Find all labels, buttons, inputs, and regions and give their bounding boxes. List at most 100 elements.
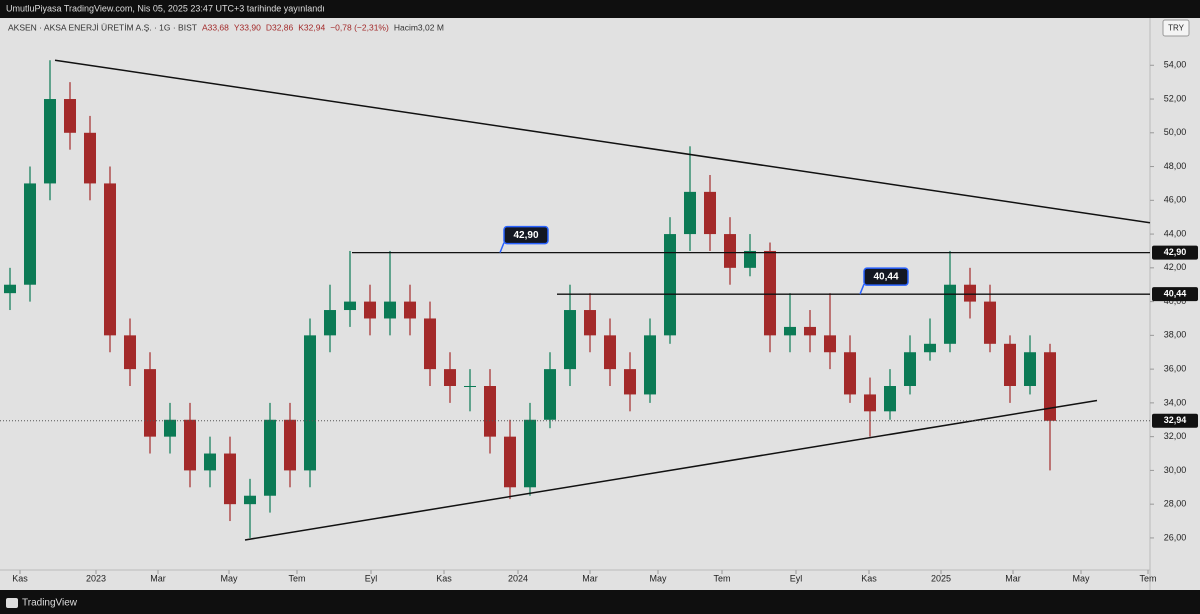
- y-tick-label: 32,00: [1164, 431, 1187, 441]
- candle-body: [444, 369, 456, 386]
- candle-body: [784, 326, 796, 336]
- candle-body: [184, 419, 196, 471]
- candle-body: [84, 132, 96, 184]
- candle-body: [864, 394, 876, 412]
- candle-body: [244, 495, 256, 505]
- candle-body: [524, 419, 536, 488]
- y-tick-label: 44,00: [1164, 228, 1187, 238]
- candle-body: [284, 419, 296, 471]
- x-tick-label: Mar: [582, 573, 598, 583]
- top-bar: [0, 0, 1200, 18]
- x-tick-label: Kas: [12, 573, 28, 583]
- x-tick-label: Mar: [150, 573, 166, 583]
- candle-body: [504, 436, 516, 488]
- candle-body: [544, 369, 556, 420]
- legend-text: Y33,90: [234, 22, 261, 32]
- candle-body: [964, 284, 976, 302]
- candle-body: [824, 335, 836, 353]
- callout-label: 42,90: [513, 230, 538, 241]
- y-tick-label: 48,00: [1164, 161, 1187, 171]
- x-tick-label: 2023: [86, 573, 106, 583]
- candle-body: [944, 284, 956, 344]
- candle-body: [624, 369, 636, 395]
- x-tick-label: 2024: [508, 573, 528, 583]
- x-tick-label: May: [1072, 573, 1090, 583]
- y-tick-label: 28,00: [1164, 499, 1187, 509]
- last-price-label: 32,94: [1164, 415, 1187, 425]
- candle-body: [104, 183, 116, 336]
- trend-line: [54, 59, 1151, 224]
- candle-body: [224, 453, 236, 505]
- y-tick-label: 26,00: [1164, 532, 1187, 542]
- currency-box[interactable]: [1162, 19, 1190, 37]
- y-tick-label: 42,00: [1164, 262, 1187, 272]
- callout-box: [863, 267, 909, 286]
- level-price-box: [1152, 245, 1198, 260]
- y-tick-label: 52,00: [1164, 93, 1187, 103]
- x-tick-label: 2025: [931, 573, 951, 583]
- callout-pointer: [859, 283, 865, 295]
- y-tick-label: 46,00: [1164, 195, 1187, 205]
- candle-body: [604, 335, 616, 370]
- candle-body: [324, 310, 336, 336]
- candle-body: [4, 284, 16, 294]
- x-tick-label: Tem: [288, 573, 305, 583]
- x-tick-label: Mar: [1005, 573, 1021, 583]
- candle-body: [984, 301, 996, 344]
- candle-body: [484, 386, 496, 437]
- brand-logo: [6, 598, 18, 608]
- candle-body: [904, 352, 916, 386]
- level-price-label: 42,90: [1164, 247, 1187, 257]
- candle-body: [564, 310, 576, 370]
- candle-body: [264, 419, 276, 496]
- candle-body: [44, 99, 56, 184]
- callout-box: [503, 225, 549, 245]
- candle-body: [884, 386, 896, 412]
- last-price-box: [1152, 413, 1198, 428]
- candle-body: [404, 301, 416, 319]
- candle-body: [424, 318, 436, 370]
- y-tick-label: 34,00: [1164, 397, 1187, 407]
- candle-body: [744, 250, 756, 268]
- x-tick-label: Kas: [436, 573, 452, 583]
- legend-text: D32,86: [266, 22, 294, 32]
- candle-body: [924, 343, 936, 353]
- legend-text: K32,94: [298, 22, 325, 32]
- candle-body: [844, 352, 856, 395]
- candle-body: [1044, 352, 1056, 421]
- legend-text: A33,68: [202, 22, 229, 32]
- candle-body: [124, 335, 136, 370]
- candle-body: [464, 386, 476, 387]
- x-tick-label: May: [649, 573, 667, 583]
- legend-text: −0,78 (−2,31%): [330, 22, 389, 32]
- x-tick-label: Kas: [861, 573, 877, 583]
- brand: TradingView: [22, 598, 78, 609]
- top-bar-text: UmutluPiyasa TradingView.com, Nis 05, 20…: [6, 3, 325, 13]
- legend-text: AKSEN · AKSA ENERJİ ÜRETİM A.Ş. · 1G · B…: [8, 22, 197, 32]
- candle-body: [204, 453, 216, 471]
- bottom-bar: [0, 590, 1200, 614]
- y-tick-label: 38,00: [1164, 330, 1187, 340]
- candle-body: [704, 191, 716, 235]
- candle-body: [24, 183, 36, 285]
- candle-body: [724, 234, 736, 268]
- currency[interactable]: TRY: [1168, 24, 1185, 33]
- x-tick-label: Eyl: [365, 573, 378, 583]
- candle-body: [384, 301, 396, 319]
- callout-pointer: [499, 242, 505, 253]
- candle-body: [664, 234, 676, 336]
- level-price-label: 40,44: [1164, 289, 1187, 299]
- candle-body: [584, 310, 596, 336]
- candle-body: [164, 419, 176, 437]
- legend-text: Hacim3,02 M: [394, 22, 444, 32]
- y-tick-label: 54,00: [1164, 60, 1187, 70]
- candle-body: [364, 301, 376, 319]
- level-price-box: [1152, 287, 1198, 302]
- trend-line: [244, 399, 1098, 541]
- candle-body: [304, 335, 316, 471]
- candle-body: [1024, 352, 1036, 386]
- y-tick-label: 50,00: [1164, 127, 1187, 137]
- candle-body: [144, 369, 156, 437]
